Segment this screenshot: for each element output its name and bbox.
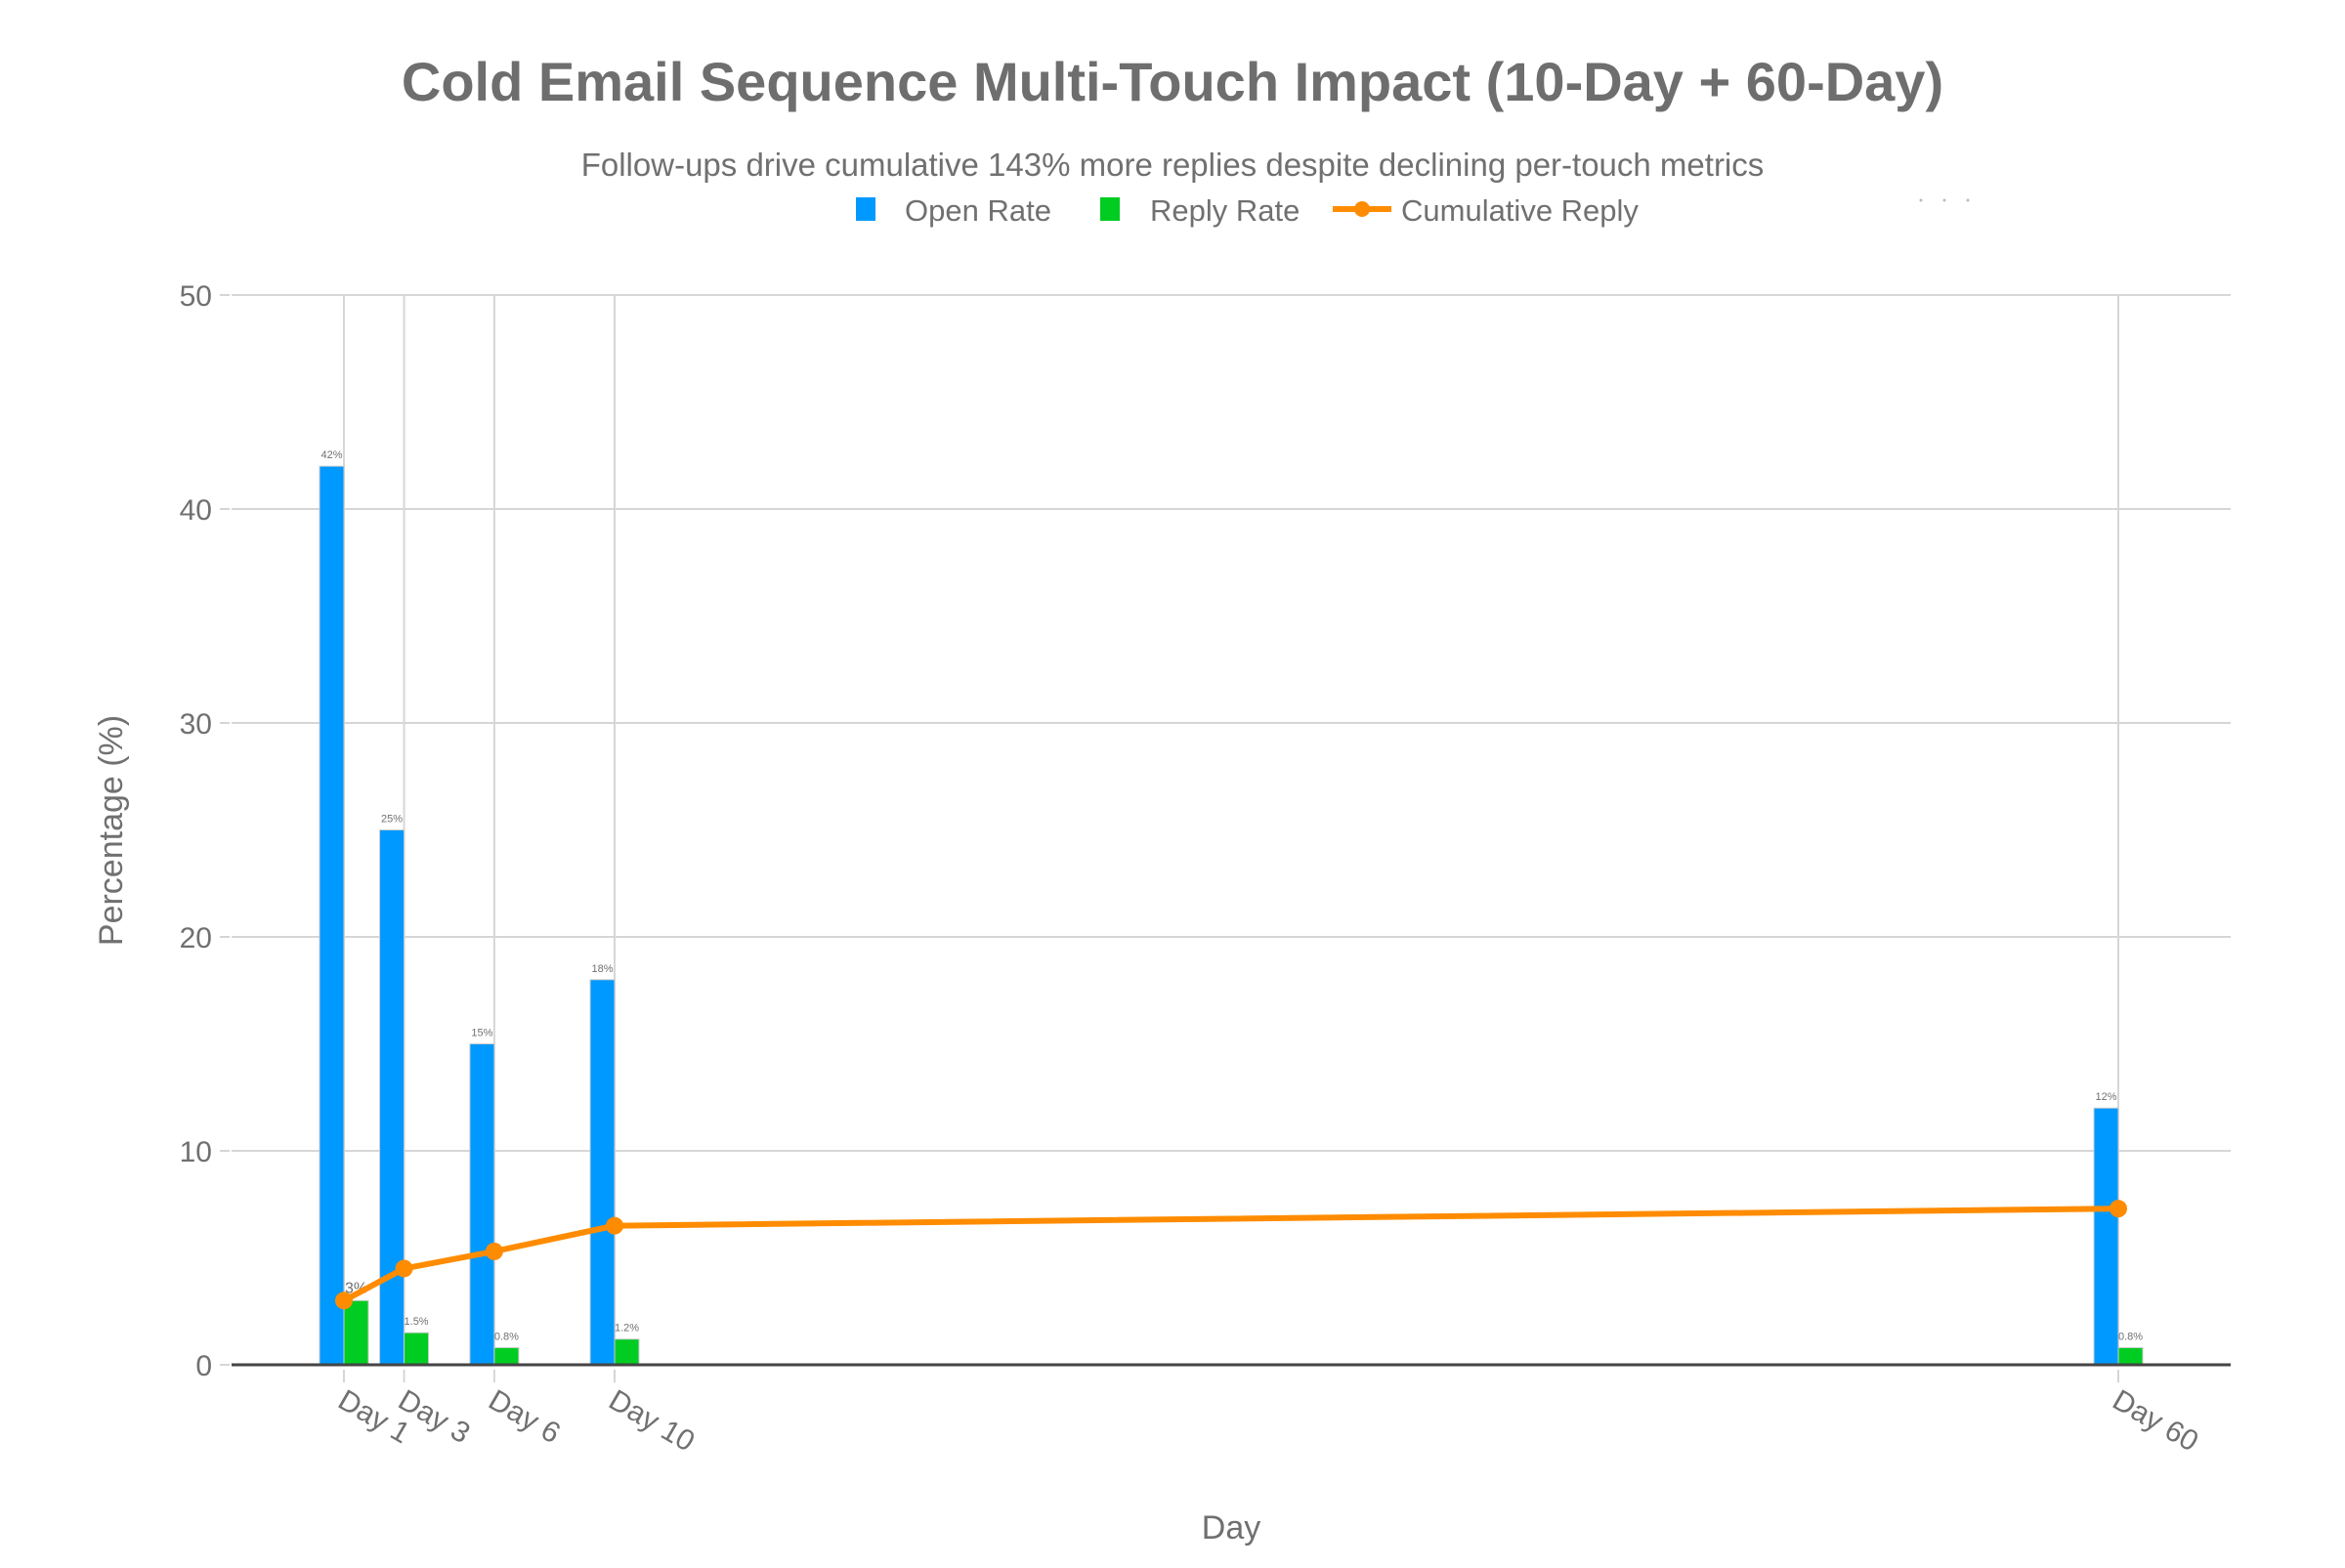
open-rate-label: 42%	[320, 449, 342, 461]
legend-item-cumulative-reply: Cumulative Reply	[1333, 193, 1639, 228]
x-axis-title: Day	[1202, 1509, 1260, 1547]
reply-rate-bar	[493, 1346, 520, 1366]
x-tick-label: Day 60	[2108, 1383, 2204, 1458]
modebar-icon[interactable]	[1919, 198, 1970, 202]
reply-rate-bar	[404, 1332, 430, 1366]
y-tick-label: 10	[180, 1136, 212, 1168]
reply-rate-label: 0.8%	[494, 1331, 519, 1342]
chart-title: Cold Email Sequence Multi-Touch Impact (…	[402, 51, 1943, 112]
reply-rate-label: 1.2%	[615, 1323, 639, 1335]
legend-label: Open Rate	[905, 193, 1051, 228]
marks: 42%25%15%18%12%3%1.5%0.8%1.2%0.8%	[232, 449, 2231, 1367]
legend-label: Cumulative Reply	[1401, 193, 1639, 228]
x-tick-label: Day 3	[393, 1383, 475, 1450]
y-tick-label: 30	[180, 708, 212, 741]
open-rate-bar	[2093, 1107, 2119, 1366]
y-tick-label: 20	[180, 922, 212, 954]
legend: Open Rate Reply Rate Cumulative Reply	[856, 193, 1639, 228]
reply-rate-bar	[2117, 1346, 2144, 1366]
y-axis-title: Percentage (%)	[93, 715, 130, 946]
legend-label: Reply Rate	[1150, 193, 1300, 228]
legend-swatch	[1100, 197, 1120, 221]
cumulative-reply-point	[606, 1216, 624, 1235]
cumulative-reply-point	[395, 1259, 413, 1278]
open-rate-bar	[469, 1043, 495, 1366]
chart-subtitle: Follow-ups drive cumulative 143% more re…	[581, 147, 1765, 183]
reply-rate-label: 0.8%	[2118, 1331, 2143, 1342]
open-rate-bar	[589, 979, 616, 1366]
x-tick-label: Day 10	[604, 1383, 701, 1458]
legend-marker	[1354, 201, 1370, 217]
open-rate-bar	[379, 829, 405, 1366]
y-tick-label: 40	[180, 494, 212, 527]
legend-item-open-rate: Open Rate	[856, 193, 1051, 228]
open-rate-label: 25%	[381, 814, 403, 826]
open-rate-bar	[319, 465, 345, 1366]
y-tick-label: 0	[195, 1350, 212, 1382]
open-rate-label: 18%	[592, 963, 614, 975]
open-rate-label: 15%	[471, 1028, 492, 1039]
reply-rate-label: 1.5%	[405, 1316, 429, 1328]
legend-swatch	[856, 197, 875, 221]
cumulative-reply-point	[335, 1292, 353, 1310]
x-tick-label: Day 6	[483, 1383, 565, 1450]
reply-rate-bar	[343, 1299, 369, 1366]
legend-item-reply-rate: Reply Rate	[1100, 193, 1300, 228]
y-tick-label: 50	[180, 280, 212, 313]
reply-rate-bar	[614, 1338, 640, 1366]
cumulative-reply-point	[485, 1242, 503, 1260]
cumulative-reply-point	[2110, 1200, 2127, 1218]
open-rate-label: 12%	[2095, 1091, 2116, 1103]
